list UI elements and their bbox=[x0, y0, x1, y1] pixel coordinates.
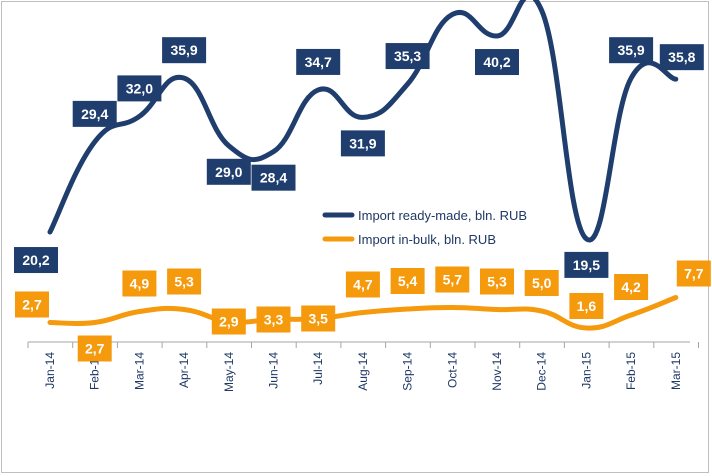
data-label-in-bulk: 5,3 bbox=[174, 274, 194, 290]
data-label-box-ready-made bbox=[72, 100, 117, 127]
x-tick-label: Oct-14 bbox=[445, 352, 459, 388]
data-label-box-in-bulk bbox=[15, 291, 49, 318]
x-tick-label: Feb-15 bbox=[624, 352, 638, 390]
data-label-box-in-bulk bbox=[256, 306, 291, 333]
data-label-ready-made: 28,4 bbox=[260, 170, 287, 186]
x-tick-label: Mar-14 bbox=[132, 352, 146, 390]
data-label-in-bulk: 5,4 bbox=[398, 273, 418, 289]
x-tick-label: Nov-14 bbox=[490, 352, 504, 391]
x-tick-label: Jan-14 bbox=[43, 352, 57, 389]
data-label-box-ready-made bbox=[564, 251, 609, 278]
data-label-box-in-bulk bbox=[676, 260, 711, 287]
x-tick-label: Aug-14 bbox=[356, 352, 370, 391]
data-label-box-ready-made bbox=[251, 164, 296, 191]
data-label-box-in-bulk bbox=[480, 268, 514, 295]
data-label-ready-made: 20,2 bbox=[22, 252, 49, 268]
data-label-ready-made: 29,0 bbox=[215, 164, 242, 180]
data-label-ready-made: 35,9 bbox=[170, 42, 197, 58]
data-label-box-ready-made bbox=[609, 37, 654, 64]
data-label-box-ready-made bbox=[659, 44, 704, 71]
data-label-ready-made: 19,5 bbox=[573, 257, 600, 273]
data-label-box-ready-made bbox=[14, 247, 58, 274]
data-label-box-in-bulk bbox=[524, 270, 559, 296]
data-label-in-bulk: 3,3 bbox=[264, 312, 284, 328]
data-label-box-in-bulk bbox=[345, 271, 380, 298]
data-label-ready-made: 32,0 bbox=[126, 80, 153, 96]
data-label-box-in-bulk bbox=[77, 335, 112, 362]
data-label-ready-made: 35,8 bbox=[668, 49, 695, 65]
legend-label: Import in-bulk, bln. RUB bbox=[358, 232, 496, 247]
x-tick-label: Mar-15 bbox=[669, 352, 683, 390]
data-label-ready-made: 31,9 bbox=[349, 135, 376, 151]
x-tick-label: Jan-15 bbox=[579, 352, 593, 389]
data-label-box-in-bulk bbox=[569, 293, 604, 319]
data-label-box-ready-made bbox=[296, 48, 341, 75]
series-line-ready-made bbox=[47, 0, 679, 243]
data-label-in-bulk: 4,7 bbox=[353, 277, 373, 293]
data-label-in-bulk: 3,5 bbox=[308, 311, 328, 327]
data-label-box-in-bulk bbox=[614, 274, 649, 300]
data-label-box-in-bulk bbox=[167, 268, 202, 295]
series-line-in-bulk bbox=[47, 295, 679, 331]
data-label-ready-made: 40,2 bbox=[483, 54, 510, 70]
x-tick-label: Sep-14 bbox=[401, 352, 415, 391]
data-label-box-ready-made bbox=[117, 75, 162, 102]
x-tick-label: Jul-14 bbox=[311, 352, 325, 385]
data-label-box-in-bulk bbox=[211, 308, 246, 335]
data-label-box-in-bulk bbox=[390, 268, 425, 294]
data-label-in-bulk: 5,7 bbox=[443, 272, 463, 288]
x-tick-label: Dec-14 bbox=[535, 352, 549, 391]
x-tick-label: May-14 bbox=[222, 352, 236, 392]
data-label-ready-made: 34,7 bbox=[305, 54, 332, 70]
x-tick-label: Jun-14 bbox=[267, 352, 281, 389]
data-label-box-in-bulk bbox=[435, 266, 470, 293]
data-label-in-bulk: 4,2 bbox=[621, 279, 641, 295]
data-label-in-bulk: 2,7 bbox=[22, 297, 42, 313]
data-label-in-bulk: 1,6 bbox=[577, 298, 597, 314]
data-label-box-ready-made bbox=[475, 49, 519, 76]
x-tick-label: Apr-14 bbox=[177, 352, 191, 388]
legend-label: Import ready-made, bln. RUB bbox=[358, 208, 527, 223]
data-label-in-bulk: 7,7 bbox=[684, 266, 704, 282]
data-label-box-in-bulk bbox=[122, 270, 157, 297]
data-label-box-in-bulk bbox=[301, 305, 336, 332]
data-label-box-ready-made bbox=[385, 43, 430, 70]
data-label-in-bulk: 5,3 bbox=[487, 274, 507, 290]
data-label-in-bulk: 5,0 bbox=[532, 275, 552, 291]
data-label-in-bulk: 2,7 bbox=[85, 341, 105, 357]
data-label-in-bulk: 2,9 bbox=[219, 314, 239, 330]
data-label-box-ready-made bbox=[162, 37, 207, 64]
data-label-in-bulk: 4,9 bbox=[130, 276, 150, 292]
data-label-ready-made: 29,4 bbox=[81, 106, 108, 122]
data-label-box-ready-made bbox=[206, 158, 251, 185]
data-label-box-ready-made bbox=[340, 130, 385, 157]
data-label-ready-made: 35,9 bbox=[617, 42, 644, 58]
data-label-ready-made: 35,3 bbox=[394, 48, 421, 64]
